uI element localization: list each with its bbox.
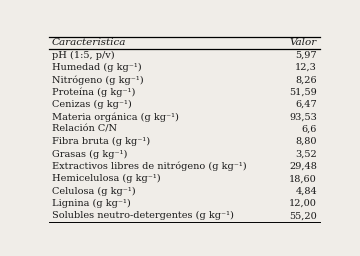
Text: 29,48: 29,48	[289, 162, 317, 171]
Text: Solubles neutro-detergentes (g kg⁻¹): Solubles neutro-detergentes (g kg⁻¹)	[52, 211, 234, 220]
Text: 3,52: 3,52	[295, 150, 317, 158]
Text: Nitrógeno (g kg⁻¹): Nitrógeno (g kg⁻¹)	[52, 75, 144, 85]
Text: 12,00: 12,00	[289, 199, 317, 208]
Text: Grasas (g kg⁻¹): Grasas (g kg⁻¹)	[52, 150, 127, 158]
Text: 6,6: 6,6	[302, 125, 317, 134]
Text: Extractivos libres de nitrógeno (g kg⁻¹): Extractivos libres de nitrógeno (g kg⁻¹)	[52, 162, 247, 171]
Text: Valor: Valor	[290, 38, 317, 47]
Text: Fibra bruta (g kg⁻¹): Fibra bruta (g kg⁻¹)	[52, 137, 150, 146]
Text: 55,20: 55,20	[289, 211, 317, 220]
Text: Lignina (g kg⁻¹): Lignina (g kg⁻¹)	[52, 199, 131, 208]
Text: pH (1:5, p/v): pH (1:5, p/v)	[52, 51, 114, 60]
Text: Relación C/N: Relación C/N	[52, 125, 117, 134]
Text: Hemicelulosa (g kg⁻¹): Hemicelulosa (g kg⁻¹)	[52, 174, 161, 183]
Text: 93,53: 93,53	[289, 112, 317, 121]
Text: 12,3: 12,3	[295, 63, 317, 72]
Text: 6,47: 6,47	[295, 100, 317, 109]
Text: 51,59: 51,59	[289, 88, 317, 97]
Text: Cenizas (g kg⁻¹): Cenizas (g kg⁻¹)	[52, 100, 132, 109]
Text: 8,80: 8,80	[296, 137, 317, 146]
Text: 8,26: 8,26	[296, 75, 317, 84]
Text: 5,97: 5,97	[296, 51, 317, 60]
Text: Celulosa (g kg⁻¹): Celulosa (g kg⁻¹)	[52, 186, 136, 196]
Text: Humedad (g kg⁻¹): Humedad (g kg⁻¹)	[52, 63, 141, 72]
Text: 4,84: 4,84	[295, 187, 317, 196]
Text: 18,60: 18,60	[289, 174, 317, 183]
Text: Característica: Característica	[52, 38, 126, 47]
Text: Materia orgánica (g kg⁻¹): Materia orgánica (g kg⁻¹)	[52, 112, 179, 122]
Text: Proteína (g kg⁻¹): Proteína (g kg⁻¹)	[52, 88, 135, 97]
